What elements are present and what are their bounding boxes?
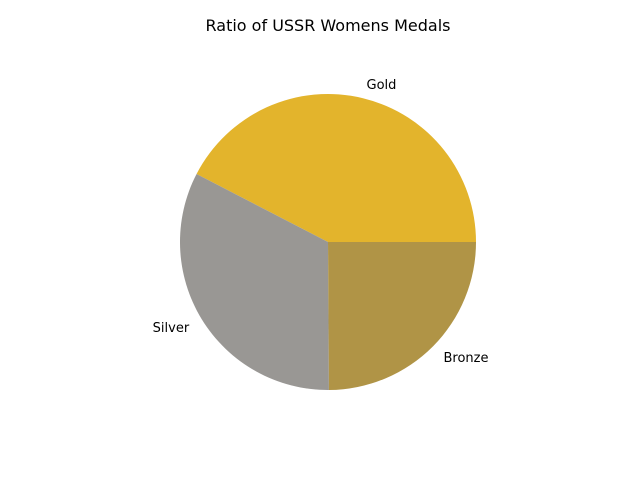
pie-slices bbox=[180, 94, 476, 391]
pie-slice-label-bronze: Bronze bbox=[444, 351, 489, 366]
pie-slice-bronze bbox=[328, 242, 476, 390]
pie-slice-silver bbox=[180, 173, 329, 391]
pie-slice-label-gold: Gold bbox=[367, 78, 397, 93]
pie-slice-gold bbox=[196, 94, 476, 242]
pie-slice-label-silver: Silver bbox=[153, 321, 190, 336]
chart-title: Ratio of USSR Womens Medals bbox=[206, 16, 451, 35]
pie-slice-labels: Gold Silver Bronze bbox=[153, 78, 489, 366]
